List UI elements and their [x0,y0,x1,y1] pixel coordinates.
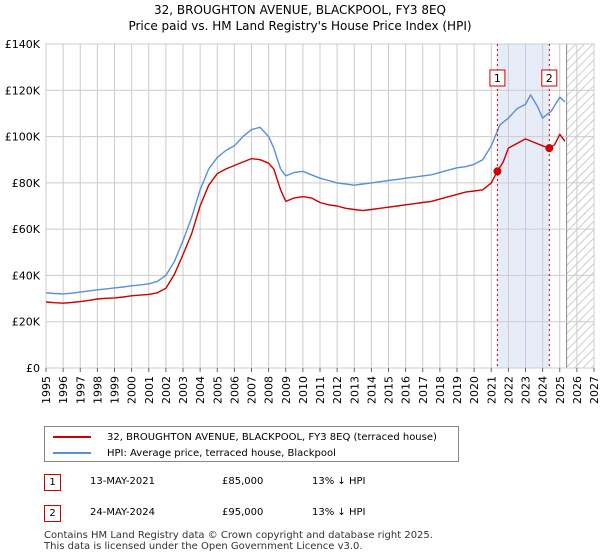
x-tick-label: 2014 [365,376,378,404]
x-tick-label: 2024 [537,376,550,404]
legend-line-hpi [53,452,91,454]
y-axis-labels: £0 £20K £40K £60K £80K £100K £120K £140K [5,38,41,375]
footer-line-1: Contains HM Land Registry data © Crown c… [44,530,433,541]
y-tick-label: £40K [12,269,41,282]
annotation-label: 2 [546,72,553,85]
y-tick-label: £80K [12,177,41,190]
x-tick-label: 2020 [468,376,481,404]
sale-vs-hpi: 13% ↓ HPI [312,507,366,518]
sale-vs-hpi: 13% ↓ HPI [312,476,366,487]
footer-attribution: Contains HM Land Registry data © Crown c… [44,530,433,552]
hpi-line [45,94,566,295]
legend-label-hpi: HPI: Average price, terraced house, Blac… [107,447,336,459]
x-tick-label: 2017 [417,376,430,404]
y-tick-label: £60K [12,223,41,236]
x-tick-label: 2009 [280,376,293,404]
x-tick-label: 2010 [297,376,310,404]
series-lines [45,94,566,304]
x-tick-label: 2026 [571,376,584,404]
y-tick-label: £20K [12,316,41,329]
x-tick-label: 2001 [143,376,156,404]
sale-point [493,167,502,176]
sale-row: 2 24-MAY-2024 £95,000 13% ↓ HPI [44,505,564,525]
y-tick-label: £140K [5,38,41,51]
legend-line-property [53,436,91,438]
shaded-period [497,44,550,368]
legend-item-property: 32, BROUGHTON AVENUE, BLACKPOOL, FY3 8EQ… [53,429,437,445]
legend: 32, BROUGHTON AVENUE, BLACKPOOL, FY3 8EQ… [44,426,459,462]
y-tick-label: £100K [5,131,41,144]
sale-number-badge: 1 [44,474,61,491]
sale-point [545,144,554,153]
sale-price: £85,000 [222,476,264,487]
x-tick-label: 2008 [263,376,276,404]
x-tick-label: 2012 [331,376,344,404]
x-tick-label: 2003 [177,376,190,404]
sale-date: 13-MAY-2021 [90,476,156,487]
sale-row: 1 13-MAY-2021 £85,000 13% ↓ HPI [44,474,564,494]
x-tick-label: 2004 [194,376,207,404]
annotation-label: 1 [494,72,501,85]
x-tick-label: 2002 [160,376,173,404]
y-tick-label: £120K [5,84,41,97]
x-tick-label: 1996 [57,376,70,404]
x-tick-label: 1997 [74,376,87,404]
legend-item-hpi: HPI: Average price, terraced house, Blac… [53,445,336,461]
x-tick-label: 2027 [588,376,600,404]
x-tick-label: 2013 [348,376,361,404]
sale-price: £95,000 [222,507,264,518]
sale-date: 24-MAY-2024 [90,507,156,518]
x-tick-label: 2021 [485,376,498,404]
x-tick-label: 2022 [502,376,515,404]
x-tick-label: 2019 [451,376,464,404]
chart-subtitle: Price paid vs. HM Land Registry's House … [128,19,471,33]
x-tick-label: 2007 [246,376,259,404]
x-tick-label: 2015 [383,376,396,404]
chart-title: 32, BROUGHTON AVENUE, BLACKPOOL, FY3 8EQ [154,3,446,17]
x-tick-label: 1998 [91,376,104,404]
price-chart: 32, BROUGHTON AVENUE, BLACKPOOL, FY3 8EQ… [5,3,600,404]
annotation-box [489,69,506,87]
x-tick-label: 2000 [126,376,139,404]
x-tick-label: 2005 [211,376,224,404]
x-tick-label: 2006 [228,376,241,404]
x-tick-label: 2011 [314,376,327,404]
x-tick-label: 2023 [520,376,533,404]
legend-label-property: 32, BROUGHTON AVENUE, BLACKPOOL, FY3 8EQ… [107,431,437,443]
x-tick-label: 1995 [40,376,53,404]
sale-number-badge: 2 [44,505,61,522]
footer-line-2: This data is licensed under the Open Gov… [44,541,363,552]
x-tick-label: 2018 [434,376,447,404]
y-tick-label: £0 [26,362,40,375]
x-tick-label: 1999 [109,376,122,404]
forecast-hatch [566,44,594,368]
annotation-box [541,69,558,87]
x-tick-label: 2016 [400,376,413,404]
x-tick-label: 2025 [554,376,567,404]
property-price-line [45,133,566,304]
x-axis-labels: 1995 1996 1997 1998 1999 2000 2001 2002 2003 2004… [40,376,600,404]
